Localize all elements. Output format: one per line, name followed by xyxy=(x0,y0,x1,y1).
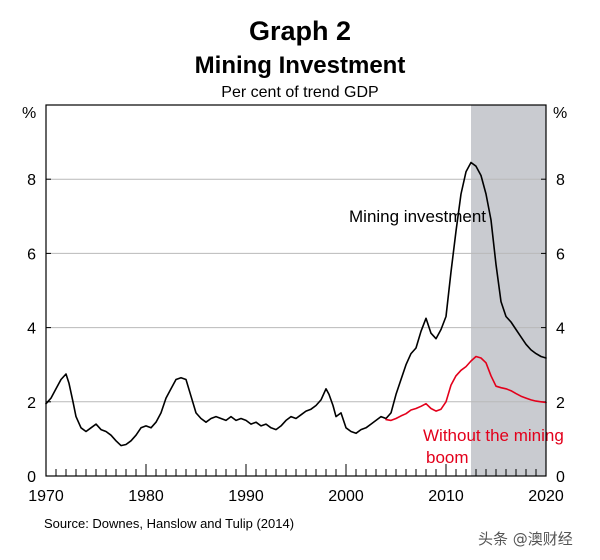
y-tick-label-left: 0 xyxy=(27,469,36,486)
series-annotation-3: boom xyxy=(426,448,469,467)
series-line-without-mining-boom xyxy=(385,355,547,422)
y-tick-label-right: 2 xyxy=(556,395,565,412)
x-tick-label: 2010 xyxy=(428,488,464,505)
plot-frame xyxy=(45,104,547,477)
series-annotation-2: Without the mining xyxy=(423,426,564,445)
x-tick-label: 1990 xyxy=(228,488,264,505)
graph-label: Graph 2 xyxy=(248,16,352,46)
y-tick-label-left: 4 xyxy=(27,321,36,338)
y-axis-unit-left: % xyxy=(22,105,36,122)
x-tick-label: 1980 xyxy=(128,488,164,505)
watermark: 头条 @澳财经 xyxy=(478,530,573,548)
y-tick-label-right: 6 xyxy=(556,246,565,263)
y-tick-label-left: 6 xyxy=(27,246,36,263)
x-tick-label: 2020 xyxy=(528,488,564,505)
y-tick-label-right: 8 xyxy=(556,172,565,189)
y-axis-unit-right: % xyxy=(553,105,567,122)
y-tick-label-right: 4 xyxy=(556,321,565,338)
series-annotation-1: Mining investment xyxy=(349,207,486,226)
chart-subtitle: Per cent of trend GDP xyxy=(221,84,379,101)
series-line-mining-investment xyxy=(45,161,547,447)
x-tick-label: 1970 xyxy=(28,488,64,505)
y-tick-label-left: 8 xyxy=(27,172,36,189)
y-tick-label-right: 0 xyxy=(556,469,565,486)
y-tick-label-left: 2 xyxy=(27,395,36,412)
shaded-region xyxy=(471,105,546,476)
source-note: Source: Downes, Hanslow and Tulip (2014) xyxy=(44,516,295,531)
x-tick-label: 2000 xyxy=(328,488,364,505)
chart-title: Mining Investment xyxy=(194,52,406,79)
